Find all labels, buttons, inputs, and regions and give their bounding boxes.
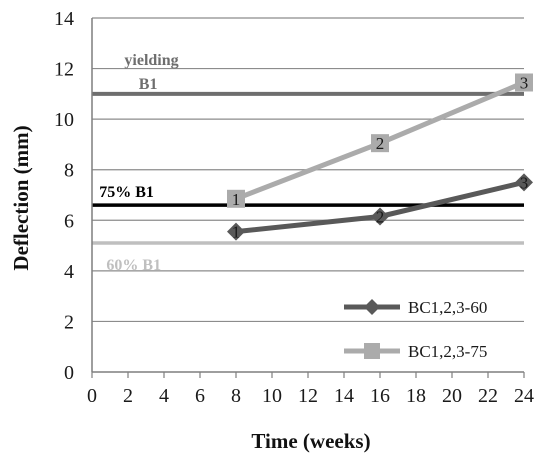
- data-point-marker: [371, 134, 389, 153]
- data-point-marker: [515, 73, 533, 92]
- reference-lines: yielding B1 75% B1 60% B1: [92, 52, 524, 274]
- y-tick-label: 6: [64, 210, 74, 232]
- y-tick-label: 12: [54, 59, 74, 81]
- reference-line-label: 75% B1: [99, 184, 154, 201]
- legend: BC1,2,3-60 BC1,2,3-75: [344, 298, 487, 361]
- reference-line-label: B1: [139, 76, 158, 93]
- x-tick-label: 4: [159, 385, 169, 407]
- x-tick-label: 6: [195, 385, 205, 407]
- x-tick-label: 18: [406, 385, 426, 407]
- reference-line-label: 60% B1: [106, 257, 161, 274]
- x-tick-label: 16: [370, 385, 390, 407]
- gridlines: [92, 17, 524, 323]
- y-tick-label: 4: [64, 261, 74, 283]
- data-point-marker: [364, 343, 380, 359]
- data-point-label: 2: [376, 134, 385, 153]
- data-point-label: 1: [232, 223, 241, 242]
- data-point-label: 1: [232, 190, 241, 209]
- data-point-label: 2: [376, 207, 385, 226]
- x-tick-label: 2: [123, 385, 133, 407]
- y-tick-label: 0: [64, 362, 74, 384]
- legend-entry-label: BC1,2,3-60: [408, 298, 487, 317]
- data-point-label: 3: [520, 173, 529, 192]
- legend-entry-label: BC1,2,3-75: [408, 342, 487, 361]
- x-axis-title: Time (weeks): [251, 429, 370, 453]
- data-point-marker: [227, 222, 245, 241]
- data-point-label: 3: [520, 73, 529, 92]
- x-tick-label: 8: [231, 385, 241, 407]
- x-tick-label: 24: [514, 385, 534, 407]
- series-group: 1 2 3 1 2 3: [227, 73, 533, 242]
- x-tick-label: 20: [442, 385, 462, 407]
- data-point-marker: [227, 189, 245, 208]
- data-point-marker: [364, 299, 380, 315]
- y-tick-label: 8: [64, 160, 74, 182]
- y-axis-title: Deflection (mm): [9, 125, 33, 270]
- x-tick-label: 22: [478, 385, 498, 407]
- y-tick-label: 2: [64, 311, 74, 333]
- data-point-marker: [371, 207, 389, 226]
- y-tick-label: 14: [54, 8, 74, 30]
- x-tick-label: 14: [334, 385, 354, 407]
- x-tick-label: 12: [298, 385, 318, 407]
- data-point-marker: [515, 173, 533, 192]
- y-tick-label: 10: [54, 109, 74, 131]
- x-tick-label: 0: [87, 385, 97, 407]
- reference-line-label: yielding: [124, 52, 178, 69]
- x-tick-label: 10: [262, 385, 282, 407]
